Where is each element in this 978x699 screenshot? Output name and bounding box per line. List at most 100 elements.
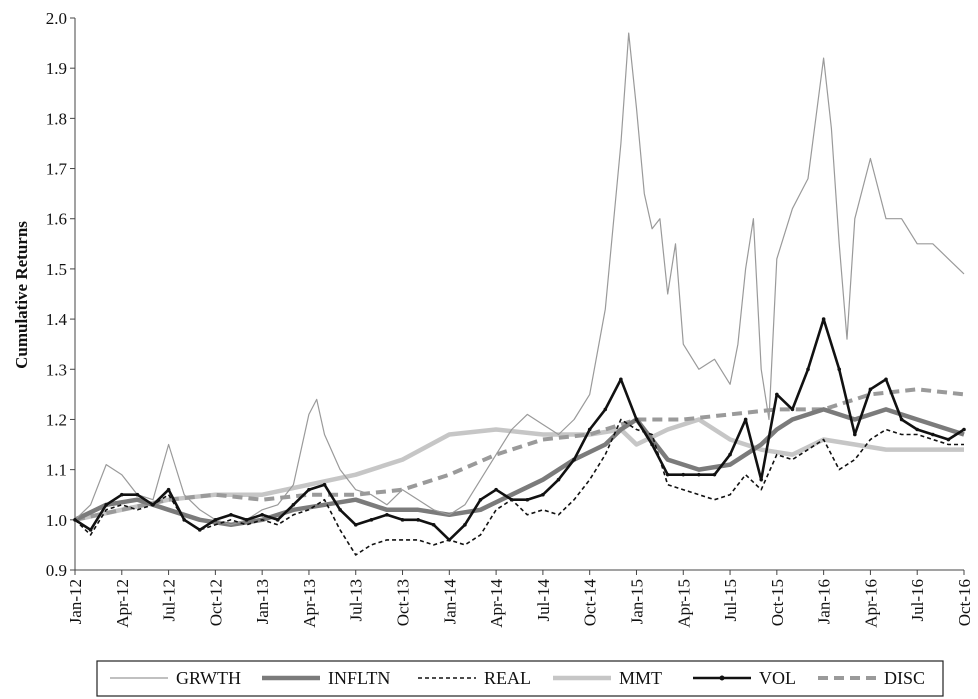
legend-label-vol: VOL [759,668,796,688]
y-axis: 0.9 1.0 1.1 1.2 1.3 1.4 1.5 1.6 1.7 1.8 1.9 2.0 [46,9,75,580]
vol-point [447,538,452,542]
vol-point [353,523,358,527]
vol-point [665,472,670,477]
x-axis: Jan-12 Apr-12 Jul-12 Oct-12 Jan-13 Apr-13 Jul-… [66,570,974,628]
vol-point [509,497,514,502]
vol-point [119,492,124,497]
vol-point [525,497,530,502]
y-tick-label: 1.8 [46,109,67,128]
series-line-grwth [74,32,965,526]
vol-point [681,472,686,477]
vol-point [743,417,748,422]
x-tick-label: Oct-13 [394,579,413,626]
vol-point [931,432,935,437]
vol-point [213,518,218,522]
series-line-mmt [74,417,964,523]
x-tick-label: Jan-12 [66,579,85,624]
vol-point [307,487,311,492]
x-tick-label: Jul-16 [908,579,927,622]
vol-point [603,407,608,412]
y-tick-label: 1.6 [46,210,67,229]
vol-point [166,487,171,492]
series-line-disc [74,387,965,522]
vol-point [837,367,842,372]
x-tick-label: Oct-15 [768,579,787,626]
legend-box [96,660,944,697]
vol-point [494,487,498,492]
series-line-vol [74,317,965,542]
vol-point [962,427,966,432]
vol-point [151,502,155,507]
vol-point [712,472,717,477]
vol-point [821,317,826,321]
series-line-real [74,418,964,556]
y-tick-label: 1.7 [46,160,68,179]
vol-point [806,367,810,372]
vol-point [104,502,108,507]
x-tick-label: Apr-13 [300,579,319,628]
vol-point [291,502,296,507]
vol-point [338,507,342,512]
vol-point [946,437,951,442]
x-tick-label: Jul-13 [347,579,366,622]
vol-point [463,523,467,527]
x-tick-label: Oct-16 [955,579,974,626]
vol-point [868,387,873,392]
x-tick-label: Jul-12 [160,579,179,622]
x-tick-label: Oct-12 [206,579,225,626]
vol-point [915,427,920,432]
x-tick-label: Jan-14 [440,579,459,625]
y-tick-label: 1.3 [46,360,67,379]
vol-point [244,518,249,522]
vol-point [135,492,140,497]
y-tick-label: 1.5 [46,260,67,279]
x-tick-label: Jan-16 [815,579,834,624]
x-tick-label: Apr-12 [113,579,132,628]
series-line-infltn [74,407,965,528]
vol-point [182,518,186,522]
legend-label-real: REAL [484,668,531,688]
legend-label-grwth: GRWTH [176,668,241,688]
vol-point [478,497,483,502]
vol-point [88,528,93,532]
vol-point [416,518,420,522]
y-tick-label: 1.4 [46,310,68,329]
legend: GRWTH INFLTN REAL MMT VOL DISC [110,668,925,688]
vol-point [775,392,779,397]
vol-point [853,432,857,437]
vol-point [541,492,545,497]
vol-point [369,518,374,522]
vol-point [759,477,764,482]
vol-point [322,482,327,487]
x-tick-label: Apr-14 [487,579,506,628]
legend-marker [719,675,725,681]
x-tick-label: Jan-15 [627,579,646,624]
x-tick-label: Jul-15 [721,579,740,622]
y-tick-label: 0.9 [46,561,67,580]
y-tick-label: 1.2 [46,410,67,429]
vol-point [650,442,654,447]
vol-point [385,513,389,517]
x-tick-label: Jul-14 [534,579,553,622]
y-tick-label: 1.9 [46,59,67,78]
legend-label-infltn: INFLTN [328,668,390,688]
vol-point [634,417,639,422]
x-tick-label: Apr-16 [861,579,880,628]
y-axis-title: Cumulative Returns [12,221,31,369]
vol-point [229,513,233,517]
vol-point [884,377,888,382]
y-tick-label: 1.0 [46,511,67,530]
legend-label-mmt: MMT [619,668,662,688]
x-tick-label: Jan-13 [253,579,272,624]
x-tick-label: Oct-14 [581,579,600,627]
vol-point [197,528,202,532]
y-tick-label: 2.0 [46,9,67,28]
vol-point [587,427,592,432]
vol-point [899,417,904,422]
series-layer [73,32,966,556]
vol-point [260,513,264,517]
vol-point [400,518,405,522]
vol-point [697,472,701,477]
vol-point [556,477,561,482]
